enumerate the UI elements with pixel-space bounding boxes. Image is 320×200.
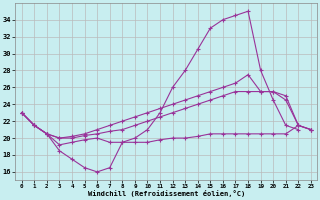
- X-axis label: Windchill (Refroidissement éolien,°C): Windchill (Refroidissement éolien,°C): [88, 190, 245, 197]
